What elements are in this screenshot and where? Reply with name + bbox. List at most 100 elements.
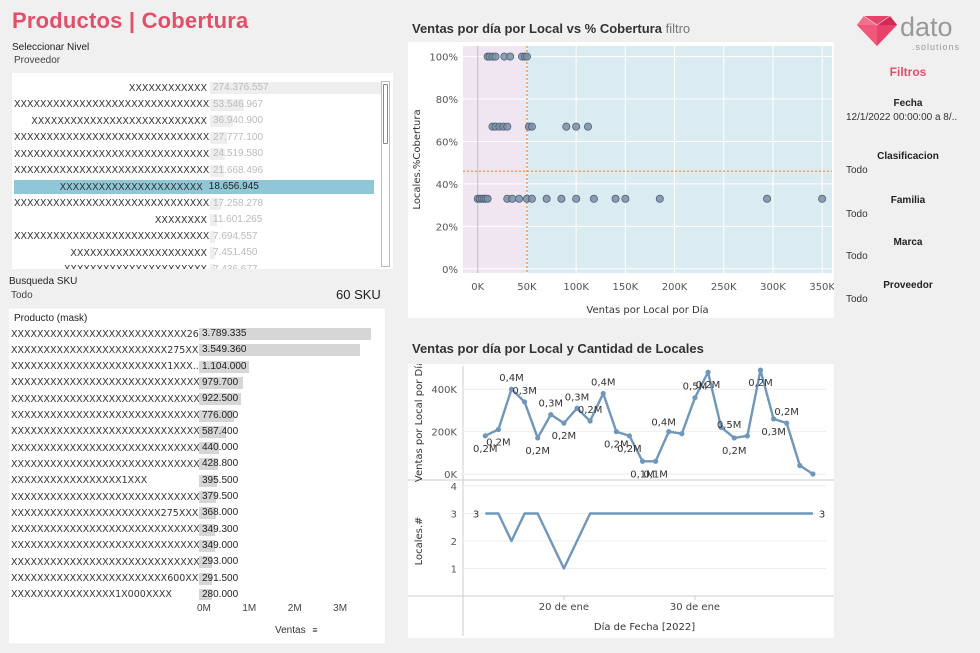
line-point[interactable] bbox=[692, 395, 698, 401]
sort-icon[interactable]: ≡ bbox=[312, 625, 318, 635]
scatter-point[interactable] bbox=[557, 194, 566, 203]
line-point[interactable] bbox=[679, 431, 685, 437]
line-point[interactable] bbox=[744, 433, 750, 439]
level-list-item[interactable]: XXXXXXXXXXXXXXXXXXXXXXXXXXXXXXXX.. 27.777… bbox=[14, 131, 382, 145]
line-point[interactable] bbox=[535, 435, 541, 441]
filter-familia[interactable]: Familia Todo bbox=[846, 195, 976, 220]
product-list-item[interactable]: XXXXXXXXXXXXXXXXXXXXXXXXXXXXXX.. 428.800 bbox=[11, 457, 371, 471]
scatter-point[interactable] bbox=[611, 194, 620, 203]
level-list-item[interactable]: XXXXXXXX 11.601.265 bbox=[14, 213, 382, 227]
scatter-point[interactable] bbox=[562, 122, 571, 131]
line-point[interactable] bbox=[561, 420, 567, 426]
product-list-item[interactable]: XXXXXXXXXXXXXXXXXXXXXXXXXXX26.. 3.789.335 bbox=[11, 327, 371, 341]
scatter-point[interactable] bbox=[589, 194, 598, 203]
scatter-y-label: Locales.%Cobertura bbox=[412, 109, 423, 209]
line-point[interactable] bbox=[613, 429, 619, 435]
line-point[interactable] bbox=[548, 412, 554, 418]
scatter-point[interactable] bbox=[572, 122, 581, 131]
level-item-value: 27.777.100 bbox=[213, 131, 264, 143]
line-point[interactable] bbox=[508, 386, 515, 392]
line-point[interactable] bbox=[587, 418, 593, 424]
level-item-bar bbox=[210, 214, 218, 226]
scatter-point[interactable] bbox=[503, 122, 512, 131]
product-list-item[interactable]: XXXXXXXXXXXXXXXXXXXXXXXXXXXXXX.. 349.300 bbox=[11, 523, 371, 537]
scatter-point[interactable] bbox=[483, 194, 492, 203]
line-point[interactable] bbox=[705, 369, 711, 375]
scatter-point[interactable] bbox=[527, 122, 536, 131]
product-list-item[interactable]: XXXXXXXXXXXXXXXXXXXXXXXXXXXXXX.. 979.700 bbox=[11, 376, 371, 390]
line-point[interactable] bbox=[731, 435, 737, 441]
product-list-item[interactable]: XXXXXXXXXXXXXXXXXXXXXXXX600XXXX 291.500 bbox=[11, 572, 371, 586]
filter-proveedor[interactable]: Proveedor Todo bbox=[846, 280, 976, 305]
line-point[interactable] bbox=[770, 416, 777, 422]
line-point[interactable] bbox=[639, 458, 646, 464]
line-point[interactable] bbox=[718, 424, 724, 430]
line-point[interactable] bbox=[574, 405, 580, 411]
line-point[interactable] bbox=[784, 420, 790, 426]
filter-value[interactable]: 12/1/2022 00:00:00 a 8/.. bbox=[846, 112, 958, 123]
line-series-0[interactable] bbox=[484, 368, 814, 476]
product-list-item[interactable]: XXXXXXXXXXXXXXXXXXXXXXXXXXXXXX.. 922.500 bbox=[11, 392, 371, 406]
filter-value[interactable]: Todo bbox=[846, 251, 868, 262]
level-list-item[interactable]: XXXXXXXXXXXX 274.376.557 bbox=[14, 81, 382, 95]
line-data-label: 0,5M bbox=[683, 382, 708, 393]
line-point[interactable] bbox=[653, 458, 659, 464]
line-point[interactable] bbox=[626, 433, 633, 439]
product-list-item[interactable]: XXXXXXXXXXXXXXXXXXXXXXXXXXXXXX.. 349.000 bbox=[11, 539, 371, 553]
scatter-point[interactable] bbox=[522, 52, 531, 61]
sku-search-value[interactable]: Todo bbox=[11, 290, 33, 301]
product-list-item[interactable]: XXXXXXXXXXXXXXXXXXXXXXXXXXXXXX.. 379.500 bbox=[11, 490, 371, 504]
scatter-point[interactable] bbox=[655, 194, 664, 203]
filter-clasificacion[interactable]: Clasificacion Todo bbox=[846, 151, 976, 176]
level-list-item[interactable]: XXXXXXXXXXXXXXXXXXXXXXXXXXX 36.940.900 bbox=[14, 114, 382, 128]
product-list-item[interactable]: XXXXXXXXXXXXXXXXX1XXX 395.500 bbox=[11, 474, 371, 488]
filter-value[interactable]: Todo bbox=[846, 209, 868, 220]
line-point[interactable] bbox=[495, 426, 501, 433]
product-list-item[interactable]: XXXXXXXXXXXXXXXXXXXXXXX275XXXX 368.000 bbox=[11, 506, 371, 520]
product-list-item[interactable]: XXXXXXXXXXXXXXXXXXXXXXXX1XXX.. 1.104.000 bbox=[11, 360, 371, 374]
product-list-item[interactable]: XXXXXXXXXXXXXXXX1X000XXXX 280.000 bbox=[11, 588, 371, 600]
product-list-item[interactable]: XXXXXXXXXXXXXXXXXXXXXXXXXXXXXX.. 587.400 bbox=[11, 425, 371, 439]
level-list-scroll-thumb[interactable] bbox=[383, 84, 388, 144]
line-point[interactable] bbox=[797, 462, 803, 469]
line-point[interactable] bbox=[666, 429, 672, 435]
line-point[interactable] bbox=[482, 433, 488, 439]
product-list-item[interactable]: XXXXXXXXXXXXXXXXXXXXXXXXXXXXXX.. 776.000 bbox=[11, 409, 371, 423]
line-y-tick: 4 bbox=[451, 482, 457, 493]
scatter-point[interactable] bbox=[621, 194, 630, 203]
scatter-point[interactable] bbox=[763, 194, 772, 203]
level-list-item[interactable]: XXXXXXXXXXXXXXXXXXXXXXXXXXXXXXXX.. 24.519… bbox=[14, 147, 382, 161]
scatter-point[interactable] bbox=[491, 52, 500, 61]
filter-value[interactable]: Todo bbox=[846, 165, 868, 176]
scatter-point[interactable] bbox=[508, 194, 517, 203]
level-list-item[interactable]: XXXXXXXXXXXXXXXXXXXXXXXXXXXXXXXX 53.546.9… bbox=[14, 98, 382, 112]
level-list-item[interactable]: XXXXXXXXXXXXXXXXXXXXXX7.436.677 bbox=[14, 263, 382, 269]
scatter-point[interactable] bbox=[583, 122, 592, 131]
product-list-item[interactable]: XXXXXXXXXXXXXXXXXXXXXXXX275XXXX 3.549.360 bbox=[11, 343, 371, 357]
product-list-item[interactable]: XXXXXXXXXXXXXXXXXXXXXXXXXXXXXX.. 293.000 bbox=[11, 555, 371, 569]
scatter-point[interactable] bbox=[527, 194, 536, 203]
product-item-bar bbox=[199, 491, 217, 503]
filter-value[interactable]: Todo bbox=[846, 294, 868, 305]
filter-fecha[interactable]: Fecha 12/1/2022 00:00:00 a 8/.. bbox=[846, 98, 976, 123]
level-list-item[interactable]: XXXXXXXXXXXXXXXXXXXXXX 18.656.945 bbox=[14, 180, 374, 194]
line-point[interactable] bbox=[757, 367, 764, 373]
level-list-item[interactable]: XXXXXXXXXXXXXXXXXXXXXXXXXXXXXXXX.. 7.694.… bbox=[14, 230, 382, 244]
scatter-point[interactable] bbox=[818, 194, 827, 203]
level-list-item[interactable]: XXXXXXXXXXXXXXXXXXXXXXXXXXXXXXXX.. 17.258… bbox=[14, 197, 382, 211]
line-series-1[interactable] bbox=[485, 512, 813, 570]
scatter-point[interactable] bbox=[572, 194, 581, 203]
level-list-item[interactable]: XXXXXXXXXXXXXXXXXXXXXXXXXXXXXXXX.. 21.668… bbox=[14, 164, 382, 178]
line-point[interactable] bbox=[600, 390, 606, 397]
scatter-point[interactable] bbox=[542, 194, 551, 203]
product-list-item[interactable]: XXXXXXXXXXXXXXXXXXXXXXXXXXXXXX.. 440.000 bbox=[11, 441, 371, 455]
scatter-point[interactable] bbox=[506, 52, 515, 61]
level-list-item[interactable]: XXXXXXXXXXXXXXXXXXXXX 7.451.450 bbox=[14, 246, 382, 260]
filter-marca[interactable]: Marca Todo bbox=[846, 237, 976, 262]
level-list-scrollbar[interactable] bbox=[381, 81, 390, 267]
scatter-title-filter-link[interactable]: filtro bbox=[665, 21, 691, 36]
line-point[interactable] bbox=[810, 471, 816, 477]
line-point[interactable] bbox=[521, 399, 528, 405]
scatter-point[interactable] bbox=[515, 194, 524, 203]
level-selector-value[interactable]: Proveedor bbox=[14, 55, 61, 66]
